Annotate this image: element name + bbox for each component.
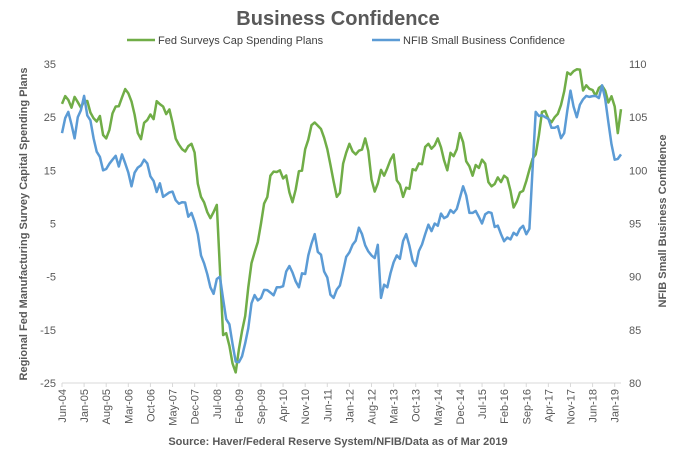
x-tick-label: Aug-05 xyxy=(101,389,113,424)
right-y-tick-label: 80 xyxy=(629,378,641,390)
left-axis-title: Regional Fed Manufacturing Survey Capita… xyxy=(18,68,30,381)
x-tick-label: May-07 xyxy=(168,389,180,426)
legend: Fed Surveys Cap Spending Plans NFIB Smal… xyxy=(127,35,565,47)
left-y-tick-label: -25 xyxy=(40,378,56,390)
x-tick-label: Mar-06 xyxy=(123,389,135,424)
left-y-tick-label: 15 xyxy=(44,165,56,177)
right-y-tick-label: 85 xyxy=(629,325,641,337)
x-tick-label: Feb-16 xyxy=(499,389,511,424)
x-tick-label: Mar-13 xyxy=(389,389,401,424)
x-tick-label: Jul-15 xyxy=(477,389,489,419)
x-tick-label: Jun-04 xyxy=(57,389,69,423)
x-tick-label: Jan-12 xyxy=(344,389,356,423)
series-line-fed-surveys xyxy=(60,68,623,374)
right-y-tick-label: 105 xyxy=(629,112,647,124)
x-tick-label: Feb-09 xyxy=(234,389,246,424)
x-tick-label: Oct-13 xyxy=(411,389,423,422)
series-layer xyxy=(60,68,623,374)
x-tick-label: Sep-09 xyxy=(256,389,268,424)
left-y-tick-label: 25 xyxy=(44,112,56,124)
source-note: Source: Haver/Federal Reserve System/NFI… xyxy=(168,436,507,448)
right-y-tick-label: 110 xyxy=(629,59,647,71)
left-y-tick-label: 5 xyxy=(50,219,56,231)
x-tick-label: Jul-08 xyxy=(212,389,224,419)
left-y-tick-label: -5 xyxy=(46,272,56,284)
right-y-axis: 110 105 100 95 90 85 80 xyxy=(629,59,647,390)
x-tick-label: Jan-19 xyxy=(610,389,622,423)
x-axis: Jun-04 Jan-05 Aug-05 Mar-06 Oct-06 May-07 Dec-… xyxy=(57,383,622,426)
x-tick-label: Nov-10 xyxy=(300,389,312,424)
x-tick-label: Sep-16 xyxy=(521,389,533,424)
right-y-tick-label: 100 xyxy=(629,165,647,177)
left-y-tick-label: -15 xyxy=(40,325,56,337)
x-tick-label: Jan-05 xyxy=(79,389,91,423)
x-tick-label: Dec-14 xyxy=(455,389,467,424)
right-y-tick-label: 95 xyxy=(629,219,641,231)
x-tick-label: Apr-10 xyxy=(278,389,290,422)
chart-title: Business Confidence xyxy=(236,8,439,30)
left-y-tick-label: 35 xyxy=(44,59,56,71)
x-tick-label: Jun-11 xyxy=(322,389,334,422)
right-axis-title: NFIB Small Business Confidence xyxy=(657,135,669,308)
legend-label-nfib: NFIB Small Business Confidence xyxy=(403,35,565,47)
series-line-nfib xyxy=(60,84,623,364)
x-tick-label: Jun-18 xyxy=(588,389,600,423)
x-tick-label: Apr-17 xyxy=(543,389,555,422)
x-tick-label: Oct-06 xyxy=(145,389,157,422)
x-tick-label: Nov-17 xyxy=(565,389,577,424)
x-tick-label: May-14 xyxy=(433,389,445,426)
x-tick-label: Aug-12 xyxy=(367,389,379,424)
x-tick-label: Dec-07 xyxy=(190,389,202,424)
right-y-tick-label: 90 xyxy=(629,272,641,284)
legend-label-fed-surveys: Fed Surveys Cap Spending Plans xyxy=(158,35,324,47)
left-y-axis: 35 25 15 5 -5 -15 -25 xyxy=(40,59,56,390)
